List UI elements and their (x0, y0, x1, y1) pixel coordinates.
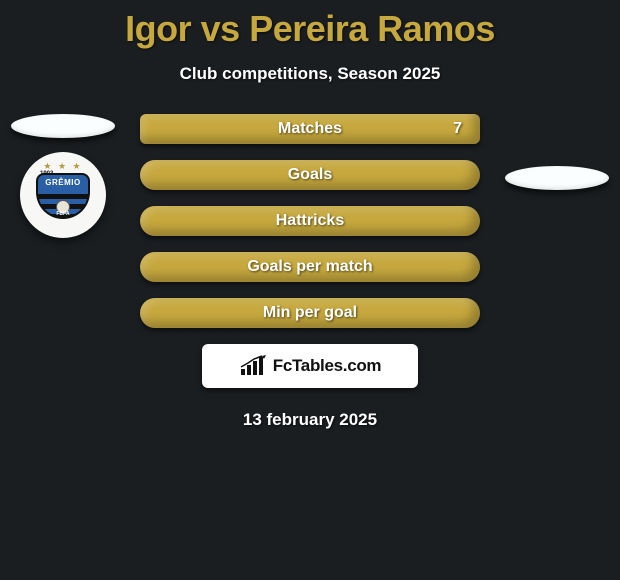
page-title: Igor vs Pereira Ramos (0, 0, 620, 50)
badge-federation: FBPA (56, 211, 69, 217)
stat-label: Hattricks (276, 212, 344, 230)
stat-label: Matches (278, 120, 342, 138)
right-player-column (502, 114, 612, 190)
stat-row-mpg: Min per goal (140, 298, 480, 328)
stat-value-right: 7 (453, 120, 462, 138)
left-player-column: ★ ★ ★ 1903 GRÊMIO FBPA (8, 114, 118, 238)
branding-text: FcTables.com (273, 356, 382, 376)
subtitle: Club competitions, Season 2025 (0, 64, 620, 84)
stats-bars: Matches 7 Goals Hattricks Goals per matc… (140, 114, 480, 328)
stat-label: Goals (288, 166, 332, 184)
bar-chart-icon (239, 355, 269, 377)
stat-label: Min per goal (263, 304, 357, 322)
date-label: 13 february 2025 (0, 410, 620, 430)
branding-badge: FcTables.com (202, 344, 418, 388)
right-jersey-icon (505, 166, 609, 190)
shield-icon: 1903 GRÊMIO FBPA (36, 173, 90, 221)
stat-label: Goals per match (247, 258, 372, 276)
stat-row-goals: Goals (140, 160, 480, 190)
stat-row-gpm: Goals per match (140, 252, 480, 282)
left-jersey-icon (11, 114, 115, 138)
left-club-badge: ★ ★ ★ 1903 GRÊMIO FBPA (20, 152, 106, 238)
comparison-content: ★ ★ ★ 1903 GRÊMIO FBPA Matches 7 Goals (0, 114, 620, 430)
stat-row-hattricks: Hattricks (140, 206, 480, 236)
badge-year: 1903 (40, 171, 53, 177)
stat-row-matches: Matches 7 (140, 114, 480, 144)
